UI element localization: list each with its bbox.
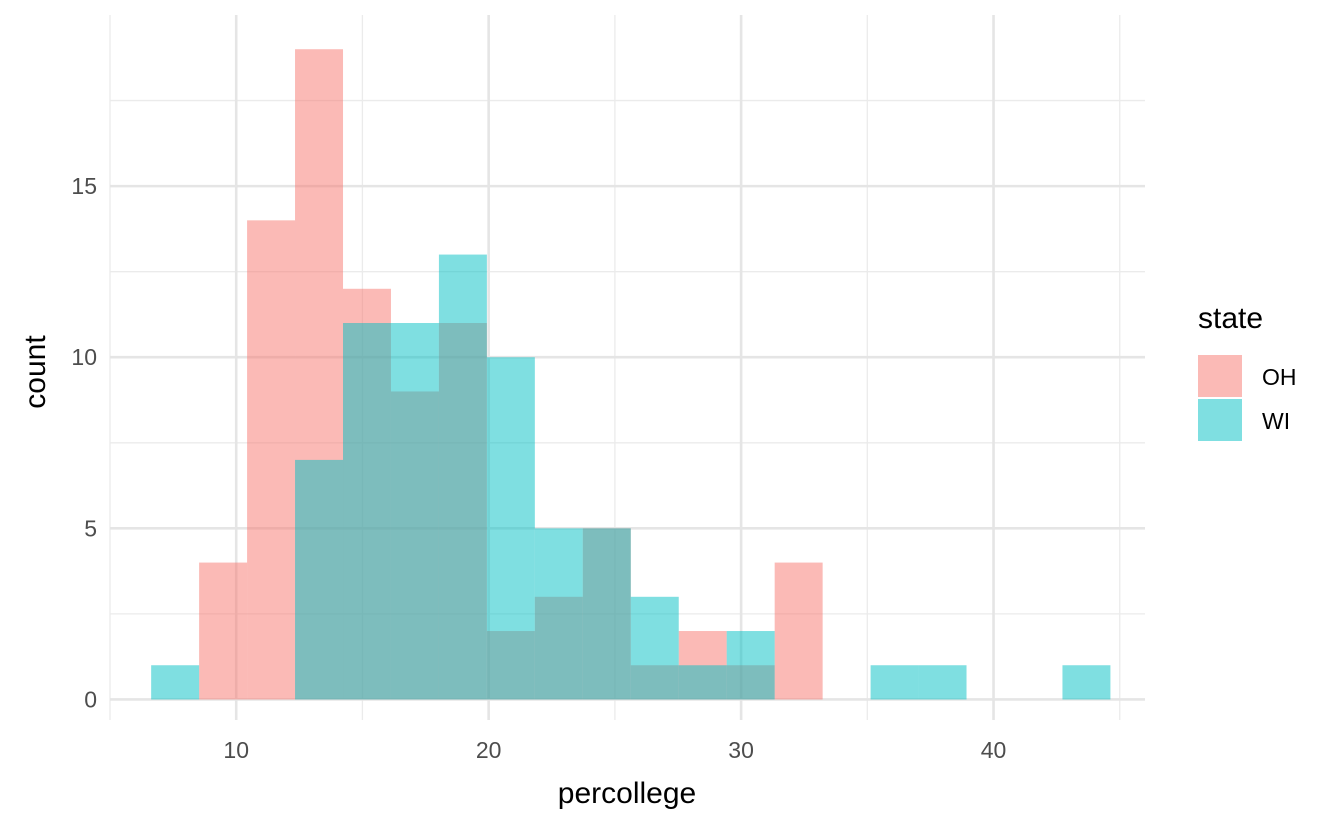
y-axis-ticks: 0 5 10 15 — [71, 173, 97, 712]
x-axis-ticks: 10 20 30 40 — [223, 737, 1006, 763]
bar-oh — [247, 220, 296, 700]
bar-wi — [630, 596, 679, 700]
legend-key-wi — [1198, 399, 1242, 441]
bars — [151, 49, 1111, 700]
bar-oh — [199, 562, 248, 700]
legend-label: WI — [1262, 408, 1290, 434]
x-tick-label: 10 — [223, 737, 249, 763]
y-tick-label: 15 — [71, 173, 97, 199]
bar-wi — [486, 357, 535, 700]
bar-wi — [390, 323, 439, 700]
legend-label: OH — [1262, 364, 1297, 390]
bar-wi — [438, 254, 487, 700]
legend-title: state — [1198, 302, 1263, 335]
legend-item-oh: OH — [1198, 355, 1297, 397]
bar-wi — [151, 665, 200, 700]
bar-wi — [534, 528, 583, 700]
bar-oh — [774, 562, 823, 700]
series-wi — [151, 254, 1111, 700]
x-axis-title: percollege — [558, 777, 696, 810]
legend-item-wi: WI — [1198, 399, 1290, 441]
bar-wi — [870, 665, 919, 700]
bar-wi — [582, 528, 631, 700]
x-tick-label: 30 — [728, 737, 754, 763]
x-tick-label: 20 — [476, 737, 502, 763]
bar-wi — [918, 665, 967, 700]
legend-key-oh — [1198, 355, 1242, 397]
y-tick-label: 5 — [84, 515, 97, 541]
y-tick-label: 10 — [71, 344, 97, 370]
y-axis-title: count — [19, 335, 52, 409]
legend-items: OH WI — [1198, 355, 1297, 441]
bar-wi — [726, 631, 775, 700]
x-tick-label: 40 — [981, 737, 1007, 763]
bar-wi — [1062, 665, 1111, 700]
bar-wi — [343, 323, 391, 700]
y-tick-label: 0 — [84, 686, 97, 712]
legend: state OH WI — [1198, 302, 1297, 441]
bar-wi — [295, 459, 344, 700]
bar-wi — [678, 665, 727, 700]
